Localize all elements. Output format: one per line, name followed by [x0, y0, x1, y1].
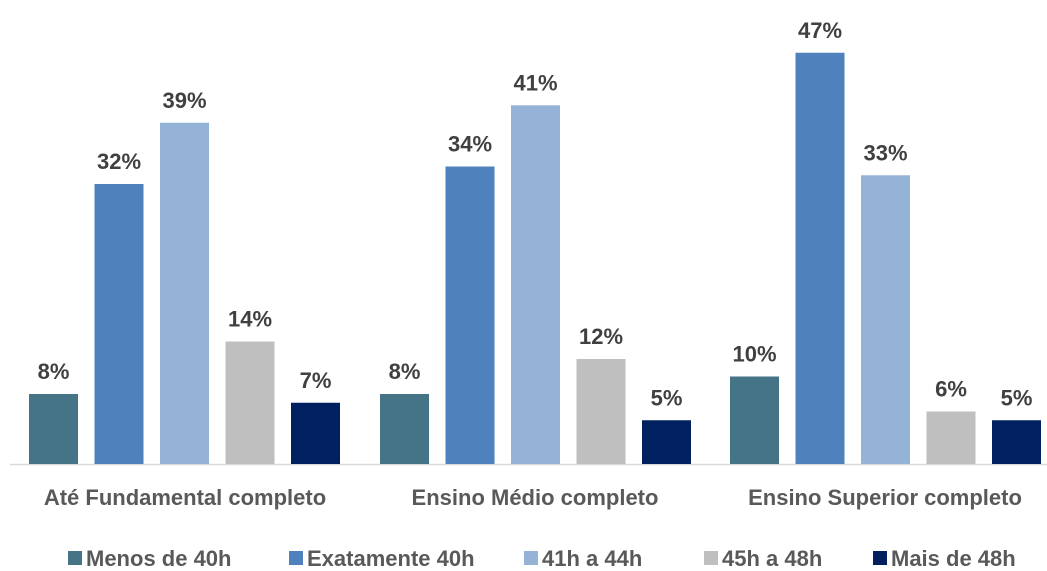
legend-label-4: 45h a 48h	[722, 546, 822, 571]
bar-2-1	[380, 394, 429, 464]
data-label-2-3: 41%	[513, 70, 557, 95]
data-label-3-2: 47%	[798, 18, 842, 43]
data-label-3-5: 5%	[1001, 385, 1033, 410]
legend-item-4: 45h a 48h	[704, 546, 822, 571]
category-label-1: Até Fundamental completo	[44, 485, 326, 510]
legend-item-1: Menos de 40h	[68, 546, 231, 571]
data-label-1-2: 32%	[97, 149, 141, 174]
bar-1-4	[225, 341, 275, 464]
category-labels-group: Até Fundamental completo Ensino Médio com…	[44, 485, 1022, 510]
bar-1-3	[160, 122, 209, 464]
data-label-2-1: 8%	[389, 359, 421, 384]
data-label-1-3: 39%	[162, 88, 206, 113]
bar-3-4	[926, 411, 976, 464]
data-labels-group: 8% 32% 39% 14% 7% 8% 34% 41% 12% 5% 10% 47% 33% 6% 5%	[38, 18, 1033, 411]
category-label-3: Ensino Superior completo	[748, 485, 1022, 510]
legend-label-5: Mais de 48h	[891, 546, 1016, 571]
legend-swatch-3	[524, 551, 538, 565]
legend-item-2: Exatamente 40h	[289, 546, 475, 571]
bar-2-2	[445, 166, 495, 464]
data-label-2-5: 5%	[651, 385, 683, 410]
bar-2-3	[511, 105, 560, 464]
bar-1-1	[29, 394, 78, 464]
legend-item-3: 41h a 44h	[524, 546, 642, 571]
legend-label-3: 41h a 44h	[542, 546, 642, 571]
bar-2-5	[642, 420, 691, 464]
bars-group	[29, 52, 1041, 464]
category-label-2: Ensino Médio completo	[412, 485, 659, 510]
data-label-1-5: 7%	[300, 368, 332, 393]
bar-3-2	[795, 52, 845, 464]
bar-3-1	[730, 376, 779, 464]
data-label-1-4: 14%	[228, 307, 272, 332]
data-label-3-1: 10%	[732, 342, 776, 367]
bar-3-5	[992, 420, 1041, 464]
legend: Menos de 40h Exatamente 40h 41h a 44h 45h a…	[68, 546, 1016, 571]
data-label-3-4: 6%	[935, 377, 967, 402]
legend-item-5: Mais de 48h	[873, 546, 1016, 571]
data-label-3-3: 33%	[863, 140, 907, 165]
bar-3-3	[861, 175, 910, 464]
bar-1-2	[94, 184, 144, 464]
data-label-1-1: 8%	[38, 359, 70, 384]
legend-swatch-2	[289, 551, 303, 565]
bar-2-4	[576, 359, 626, 464]
legend-label-1: Menos de 40h	[86, 546, 231, 571]
legend-swatch-4	[704, 551, 718, 565]
data-label-2-4: 12%	[579, 324, 623, 349]
legend-label-2: Exatamente 40h	[307, 546, 475, 571]
data-label-2-2: 34%	[448, 132, 492, 157]
legend-swatch-1	[68, 551, 82, 565]
bar-1-5	[291, 402, 340, 464]
legend-swatch-5	[873, 551, 887, 565]
